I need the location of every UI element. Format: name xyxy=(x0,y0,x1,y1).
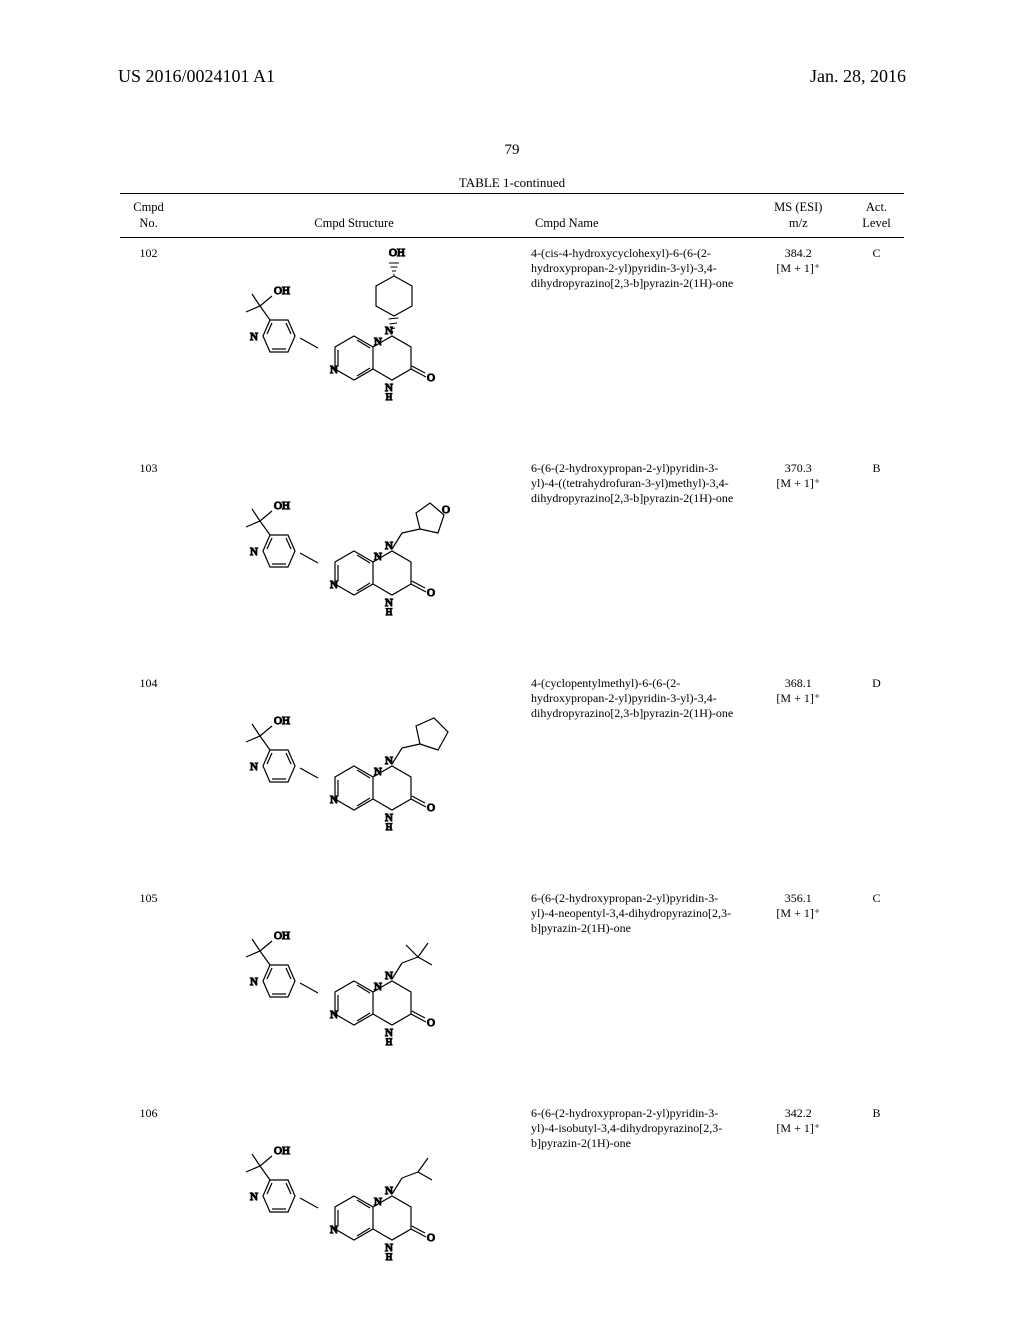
col-cmpd-name: Cmpd Name xyxy=(531,194,748,238)
cmpd-no: 104 xyxy=(120,668,177,883)
cmpd-structure xyxy=(177,453,531,668)
col-cmpd-structure: Cmpd Structure xyxy=(177,194,531,238)
cmpd-act: B xyxy=(849,1098,904,1298)
table-row: 104 4-(cyclopentylmethyl)-6-(6-(2-hydrox… xyxy=(120,668,904,883)
cmpd-no: 106 xyxy=(120,1098,177,1298)
cmpd-ms: 370.3[M + 1]⁺ xyxy=(748,453,849,668)
page-number: 79 xyxy=(0,142,1024,159)
cmpd-name: 6-(6-(2-hydroxypropan-2-yl)pyridin-3-yl)… xyxy=(531,1098,748,1298)
cmpd-name: 6-(6-(2-hydroxypropan-2-yl)pyridin-3-yl)… xyxy=(531,453,748,668)
table-body: 102 4-(cis-4-hydroxycyclohexyl)-6-(6-(2-… xyxy=(120,238,904,1298)
table-row: 106 6-(6-(2-hydroxypropan-2-yl)pyridin-3… xyxy=(120,1098,904,1298)
cmpd-name: 4-(cyclopentylmethyl)-6-(6-(2-hydroxypro… xyxy=(531,668,748,883)
table-row: 103 6-(6-(2-hydroxypropan-2-yl)pyridin-3… xyxy=(120,453,904,668)
cmpd-structure xyxy=(177,668,531,883)
col-ms-esi: MS (ESI)m/z xyxy=(748,194,849,238)
table-row: 102 4-(cis-4-hydroxycyclohexyl)-6-(6-(2-… xyxy=(120,238,904,453)
cmpd-no: 103 xyxy=(120,453,177,668)
cmpd-no: 102 xyxy=(120,238,177,453)
cmpd-name: 6-(6-(2-hydroxypropan-2-yl)pyridin-3-yl)… xyxy=(531,883,748,1098)
cmpd-no: 105 xyxy=(120,883,177,1098)
cmpd-act: B xyxy=(849,453,904,668)
cmpd-structure xyxy=(177,883,531,1098)
table-caption: TABLE 1-continued xyxy=(0,175,1024,191)
cmpd-act: D xyxy=(849,668,904,883)
cmpd-structure xyxy=(177,238,531,453)
cmpd-ms: 384.2[M + 1]⁺ xyxy=(748,238,849,453)
table-row: 105 6-(6-(2-hydroxypropan-2-yl)pyridin-3… xyxy=(120,883,904,1098)
col-cmpd-no: CmpdNo. xyxy=(120,194,177,238)
patent-date: Jan. 28, 2016 xyxy=(810,66,906,87)
cmpd-act: C xyxy=(849,238,904,453)
cmpd-structure xyxy=(177,1098,531,1298)
cmpd-name: 4-(cis-4-hydroxycyclohexyl)-6-(6-(2-hydr… xyxy=(531,238,748,453)
col-act-level: Act.Level xyxy=(849,194,904,238)
compound-table: CmpdNo. Cmpd Structure Cmpd Name MS (ESI… xyxy=(120,194,904,1298)
table-header-row: CmpdNo. Cmpd Structure Cmpd Name MS (ESI… xyxy=(120,194,904,238)
patent-pubno: US 2016/0024101 A1 xyxy=(118,66,275,87)
cmpd-ms: 342.2[M + 1]⁺ xyxy=(748,1098,849,1298)
cmpd-act: C xyxy=(849,883,904,1098)
cmpd-ms: 356.1[M + 1]⁺ xyxy=(748,883,849,1098)
cmpd-ms: 368.1[M + 1]⁺ xyxy=(748,668,849,883)
